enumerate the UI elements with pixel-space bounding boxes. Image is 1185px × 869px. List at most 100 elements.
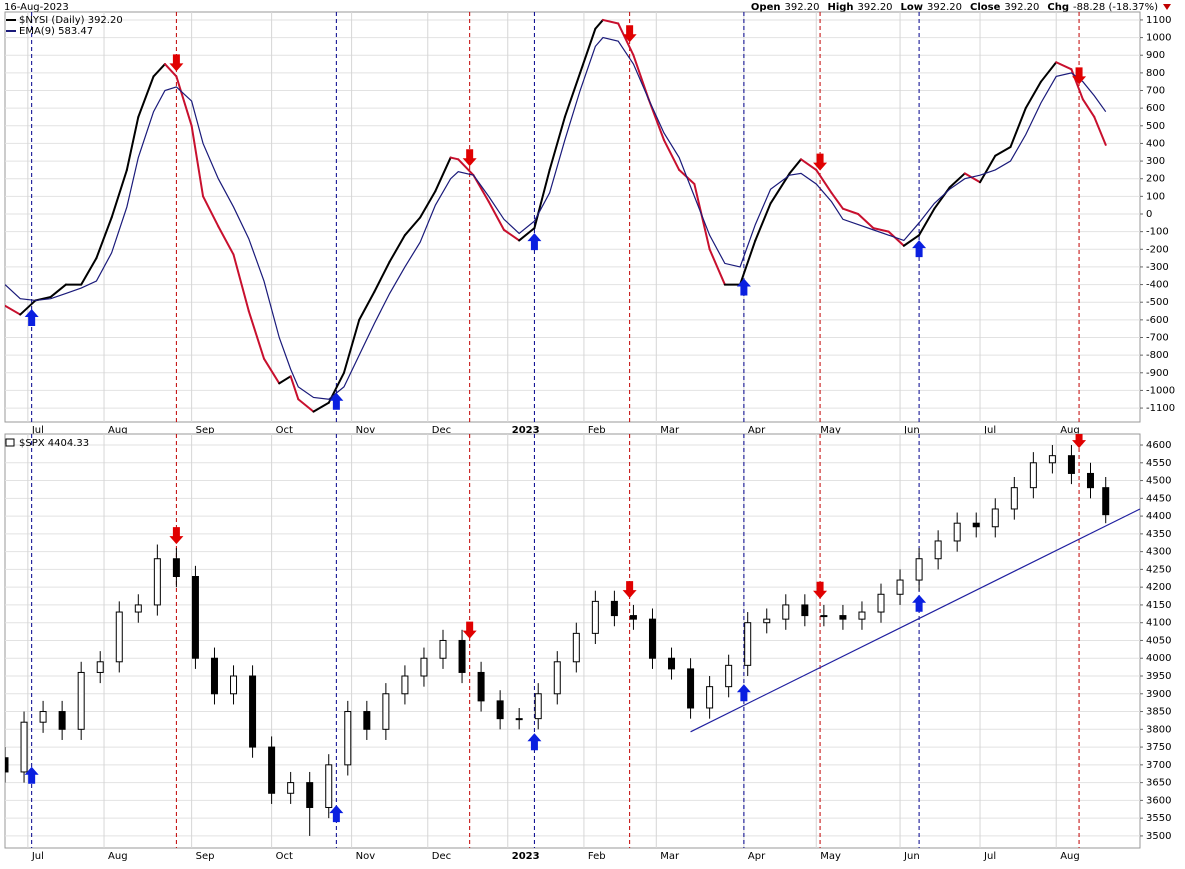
y-tick-label: 3500	[1146, 831, 1171, 842]
candle-body	[1086, 472, 1094, 489]
line-segment	[594, 18, 604, 30]
line-segment	[994, 145, 1012, 157]
y-tick-label: -100	[1146, 227, 1169, 238]
candle-body	[344, 711, 352, 766]
line-segment	[815, 168, 833, 194]
line-segment	[373, 260, 391, 293]
candle-body	[5, 757, 9, 773]
candle-body	[134, 604, 142, 613]
quote-value: 392.20	[1004, 2, 1039, 13]
line-segment	[297, 398, 315, 413]
line-segment	[579, 27, 597, 74]
candle-body	[1029, 462, 1037, 489]
menu-triangle[interactable]	[1163, 4, 1171, 10]
line-segment	[948, 172, 966, 189]
y-tick-label: 4550	[1146, 458, 1171, 469]
y-tick-label: 3950	[1146, 671, 1171, 682]
line-segment	[830, 191, 844, 210]
y-tick-label: 4150	[1146, 600, 1171, 611]
quote-label: Low	[901, 2, 923, 13]
candle-body	[20, 721, 28, 773]
quote-value: -88.28 (-18.37%)	[1073, 2, 1158, 13]
quote-label: High	[827, 2, 853, 13]
candle-body	[839, 615, 847, 620]
candle-body	[515, 718, 523, 721]
x-tick-label: 2023	[512, 851, 540, 862]
line-segment	[110, 168, 128, 219]
candle-body	[629, 615, 637, 620]
line-segment	[95, 216, 113, 260]
y-tick-label: -800	[1146, 350, 1169, 361]
x-tick-label: Aug	[1060, 425, 1080, 436]
line-segment	[262, 357, 281, 385]
y-tick-label: 600	[1146, 103, 1165, 114]
line-segment	[289, 375, 300, 401]
x-tick-label: Feb	[588, 851, 606, 862]
x-tick-label: Mar	[660, 851, 680, 862]
buy-arrow	[736, 278, 751, 296]
candle-body	[439, 639, 447, 659]
candle-body	[306, 782, 314, 808]
line-segment	[152, 63, 166, 78]
sell-arrow	[1072, 67, 1087, 85]
y-tick-label: -500	[1146, 297, 1169, 308]
line-segment	[887, 230, 905, 247]
line-segment	[19, 299, 37, 316]
candle-body	[382, 693, 390, 730]
candle-body	[744, 622, 752, 666]
x-tick-label: Apr	[748, 425, 766, 436]
x-tick-label: Apr	[748, 851, 766, 862]
legend-label: $NYSI (Daily) 392.20	[19, 15, 123, 26]
line-segment	[1024, 80, 1042, 110]
y-tick-label: 3650	[1146, 778, 1171, 789]
line-segment	[1093, 115, 1107, 146]
sell-arrow	[169, 54, 184, 72]
line-segment	[872, 227, 890, 233]
candle-body	[458, 639, 466, 673]
buy-arrow	[329, 392, 344, 410]
line-segment	[963, 172, 982, 184]
y-tick-label: 1000	[1146, 33, 1171, 44]
line-segment	[1039, 61, 1058, 83]
candle-body	[1067, 455, 1075, 474]
candle-body	[572, 632, 580, 663]
candle-body	[420, 657, 428, 677]
sell-arrow	[813, 581, 828, 599]
candle-body	[153, 558, 161, 606]
x-tick-label: Nov	[356, 425, 376, 436]
candle-body	[115, 611, 123, 663]
y-tick-label: 4400	[1146, 511, 1171, 522]
sell-arrow	[462, 621, 477, 639]
sell-arrow	[1072, 434, 1087, 449]
candle-body	[230, 675, 238, 695]
x-tick-label: May	[820, 425, 841, 436]
line-segment	[125, 115, 140, 171]
x-tick-label: Oct	[276, 851, 293, 862]
y-tick-label: -1000	[1146, 385, 1175, 396]
candle-body	[363, 711, 371, 730]
ema-line	[5, 36, 1107, 400]
line-segment	[979, 154, 997, 184]
buy-arrow	[527, 233, 542, 251]
line-segment	[857, 213, 875, 230]
candle-body	[877, 593, 885, 613]
line-segment	[518, 227, 536, 242]
y-tick-label: 4350	[1146, 529, 1171, 540]
x-tick-label: 2023	[512, 425, 540, 436]
candle-body	[953, 522, 961, 542]
line-segment	[533, 168, 551, 230]
candle-body	[477, 671, 485, 702]
y-tick-label: 4100	[1146, 618, 1171, 629]
line-segment	[754, 202, 772, 242]
panel-title: $SPX 4404.33	[19, 438, 89, 449]
legend-label: EMA(9) 583.47	[19, 26, 93, 37]
candle-body	[58, 711, 66, 730]
line-segment	[502, 228, 521, 242]
x-tick-label: Jul	[983, 851, 996, 862]
candle-body	[268, 746, 276, 794]
x-tick-label: Jul	[31, 851, 44, 862]
y-tick-label: 400	[1146, 138, 1165, 149]
candle-body	[687, 668, 695, 709]
line-segment	[5, 304, 22, 316]
